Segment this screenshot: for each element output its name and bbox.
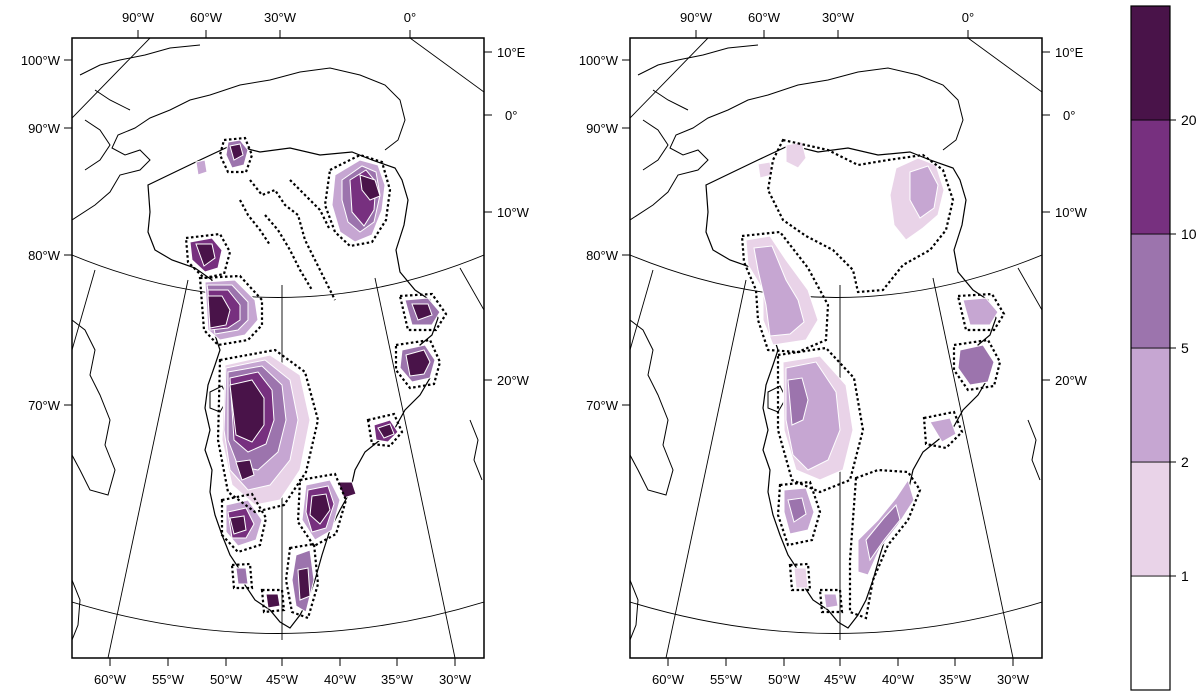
left-left-label: 90°W	[28, 121, 61, 136]
left-right-label: 0°	[505, 108, 517, 123]
left-right-label: 10°W	[497, 205, 530, 220]
colorbar-label: 1	[1181, 568, 1189, 584]
left-landmass	[72, 44, 483, 641]
right-bottom-label: 40°W	[882, 672, 915, 687]
left-axis-labels: 90°W 60°W 30°W 0° 60°W 55°W 50°W 45°W 40…	[21, 10, 530, 687]
left-right-label: 10°E	[497, 45, 526, 60]
right-bottom-label: 55°W	[710, 672, 743, 687]
left-bottom-label: 55°W	[152, 672, 185, 687]
right-axis-labels: 90°W 60°W 30°W 0° 60°W 55°W 50°W 45°W 40…	[579, 10, 1088, 687]
left-bottom-label: 60°W	[94, 672, 127, 687]
colorbar-swatch	[1130, 575, 1171, 691]
left-right-label: 20°W	[497, 373, 530, 388]
left-map-panel: 90°W 60°W 30°W 0° 60°W 55°W 50°W 45°W 40…	[21, 10, 530, 687]
left-top-label: 30°W	[264, 10, 297, 25]
colorbar-swatch	[1130, 461, 1171, 577]
right-top-label: 60°W	[748, 10, 781, 25]
right-magnitude-fill	[745, 141, 999, 609]
colorbar-swatch	[1130, 347, 1171, 463]
right-bottom-label: 45°W	[824, 672, 857, 687]
right-top-label: 90°W	[680, 10, 713, 25]
left-dotted-contours	[184, 136, 448, 620]
colorbar-labels: 1 2 5 10 20	[1181, 112, 1197, 584]
right-top-label: 30°W	[822, 10, 855, 25]
left-ticks	[64, 30, 492, 666]
right-left-label: 70°W	[586, 398, 619, 413]
left-top-label: 90°W	[122, 10, 155, 25]
right-left-label: 80°W	[586, 248, 619, 263]
right-bottom-label: 30°W	[997, 672, 1030, 687]
left-bottom-label: 50°W	[210, 672, 243, 687]
right-ticks	[622, 30, 1050, 666]
right-bottom-label: 35°W	[939, 672, 972, 687]
left-bottom-label: 45°W	[266, 672, 299, 687]
colorbar-label: 2	[1181, 454, 1189, 470]
right-left-label: 100°W	[579, 53, 619, 68]
colorbar-swatches	[1130, 5, 1171, 691]
right-bottom-label: 60°W	[652, 672, 685, 687]
left-bottom-label: 30°W	[439, 672, 472, 687]
colorbar-swatch	[1130, 119, 1171, 235]
left-frame	[71, 37, 485, 659]
colorbar-label: 10	[1181, 226, 1197, 242]
left-bottom-label: 40°W	[324, 672, 357, 687]
left-top-label: 0°	[404, 10, 416, 25]
right-right-label: 20°W	[1055, 373, 1088, 388]
left-top-label: 60°W	[190, 10, 223, 25]
right-top-label: 0°	[962, 10, 974, 25]
right-landmass	[630, 44, 1041, 641]
left-bottom-label: 35°W	[381, 672, 414, 687]
right-frame	[629, 37, 1043, 659]
left-magnitude-fill	[189, 139, 441, 613]
colorbar-swatch	[1130, 5, 1171, 121]
colorbar: 1 2 5 10 20	[1130, 5, 1197, 691]
left-left-label: 100°W	[21, 53, 61, 68]
left-left-label: 80°W	[28, 248, 61, 263]
right-right-label: 10°E	[1055, 45, 1084, 60]
colorbar-label: 5	[1181, 340, 1189, 356]
colorbar-label: 20	[1181, 112, 1197, 128]
right-dotted-contours	[740, 138, 1006, 620]
right-right-label: 0°	[1063, 108, 1075, 123]
right-bottom-label: 50°W	[768, 672, 801, 687]
right-left-label: 90°W	[586, 121, 619, 136]
right-right-label: 10°W	[1055, 205, 1088, 220]
colorbar-swatch	[1130, 233, 1171, 349]
left-left-label: 70°W	[28, 398, 61, 413]
right-map-panel: 90°W 60°W 30°W 0° 60°W 55°W 50°W 45°W 40…	[579, 10, 1088, 687]
colorbar-ticks	[1170, 119, 1176, 577]
